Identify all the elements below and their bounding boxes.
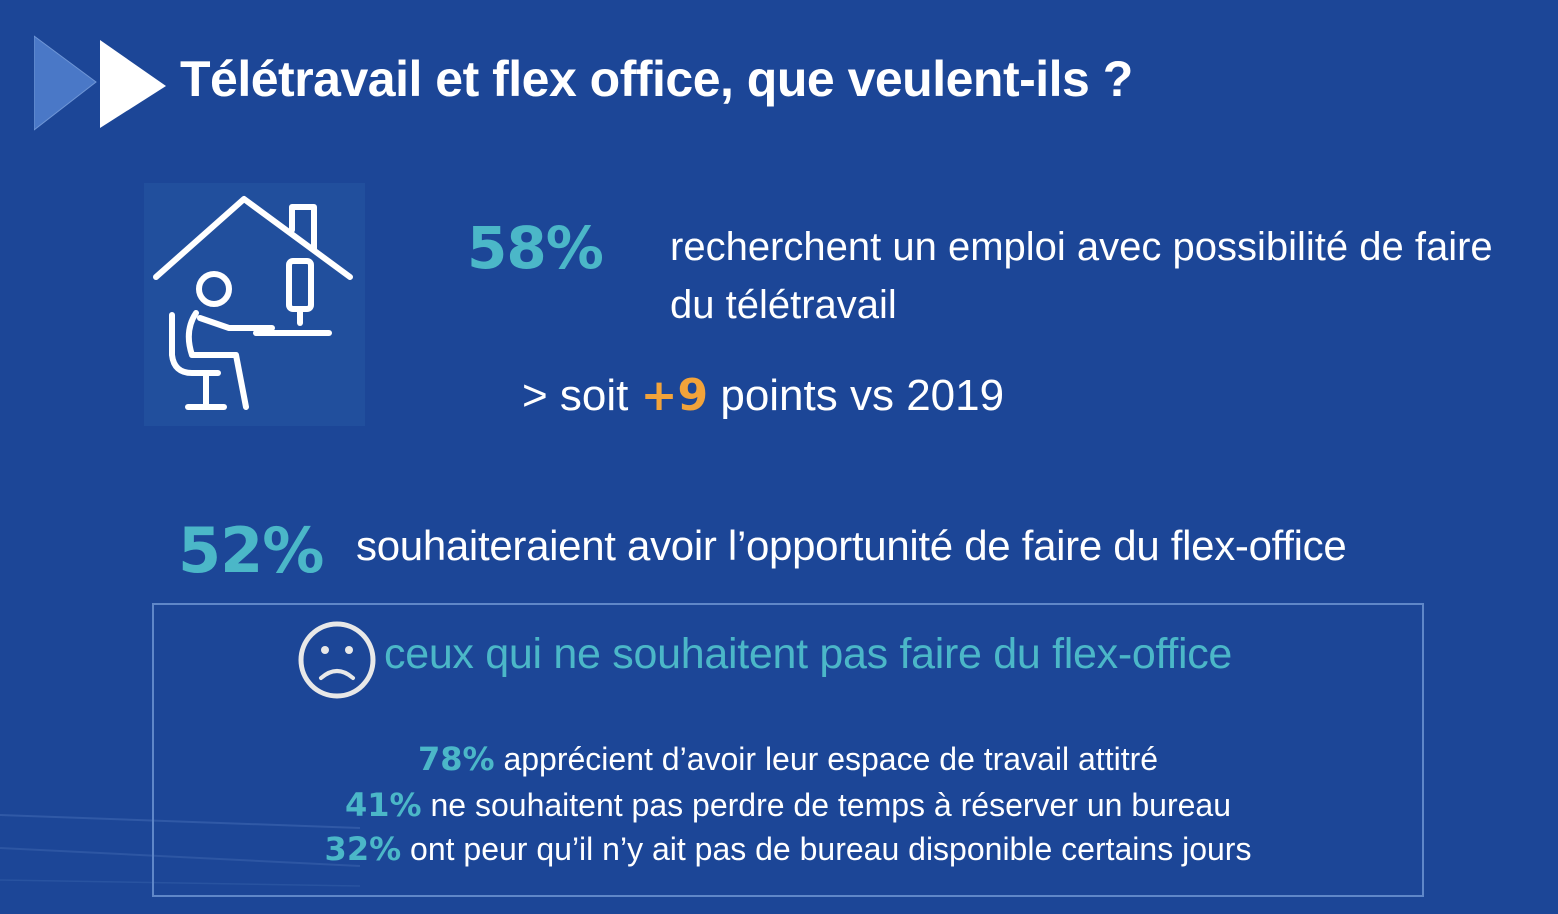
reason-line: 41% ne souhaitent pas perdre de temps à … xyxy=(152,786,1424,824)
reason-line: 78% apprécient d’avoir leur espace de tr… xyxy=(152,740,1424,778)
remote-work-evolution: > soit +9 points vs 2019 xyxy=(522,370,1004,421)
refusers-box xyxy=(152,603,1424,897)
reason-percent: 41% xyxy=(345,786,422,824)
reason-percent: 78% xyxy=(417,740,495,778)
flex-office-percent: 52% xyxy=(178,514,324,587)
flex-office-text: souhaiteraient avoir l’opportunité de fa… xyxy=(356,522,1347,569)
reason-percent: 32% xyxy=(324,830,402,868)
remote-work-text: recherchent un emploi avec possibilité d… xyxy=(670,225,1493,327)
evolution-delta: +9 xyxy=(640,370,709,421)
page-title: Télétravail et flex office, que veulent-… xyxy=(180,51,1133,107)
evolution-prefix: > soit xyxy=(522,371,629,420)
home-office-icon xyxy=(153,196,353,410)
reason-line: 32% ont peur qu’il n’y ait pas de bureau… xyxy=(152,830,1424,868)
arrow-icon xyxy=(34,35,166,131)
reason-text: ne souhaitent pas perdre de temps à rése… xyxy=(430,787,1231,823)
evolution-suffix: points vs 2019 xyxy=(720,371,1005,420)
remote-work-percent: 58% xyxy=(467,214,604,282)
refusers-heading: ceux qui ne souhaitent pas faire du flex… xyxy=(384,630,1233,678)
home-office-icon-box xyxy=(144,183,365,426)
sad-face-icon xyxy=(298,621,376,699)
reason-text: apprécient d’avoir leur espace de travai… xyxy=(503,741,1159,777)
reason-text: ont peur qu’il n’y ait pas de bureau dis… xyxy=(410,831,1252,867)
